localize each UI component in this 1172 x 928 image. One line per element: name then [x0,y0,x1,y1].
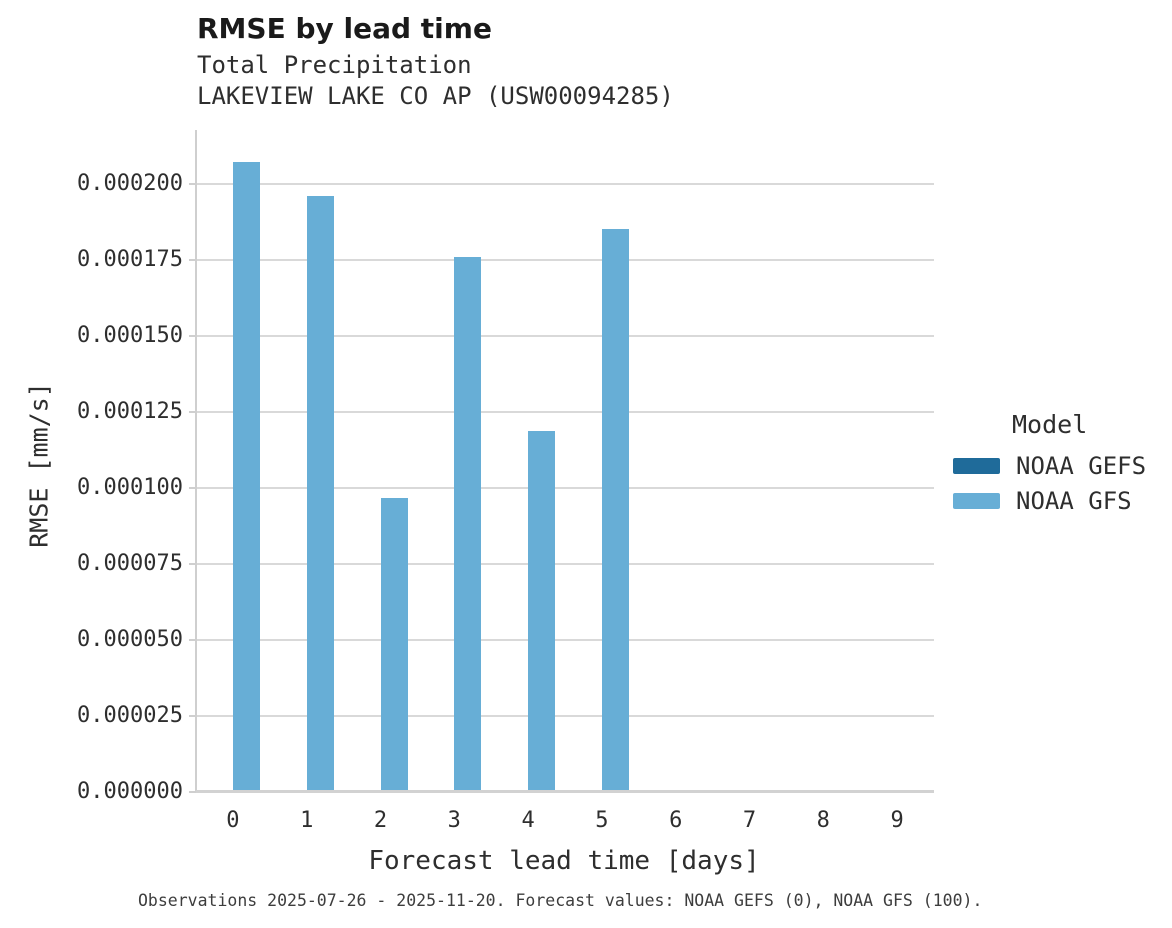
x-tick-label: 2 [373,808,388,833]
y-tick-mark [189,486,196,489]
x-tick-label: 9 [890,808,904,833]
y-tick-label: 0.000125 [77,398,183,424]
x-tick-label: 7 [742,808,757,833]
legend-items: NOAA GEFS NOAA GFS [953,448,1163,518]
legend-label: NOAA GFS [1016,486,1132,515]
y-tick-label: 0.000050 [77,626,183,652]
chart-subtitle: Total Precipitation LAKEVIEW LAKE CO AP … [197,51,674,110]
y-axis-spine [195,130,197,792]
bar-noaa-gfs-lead-4 [528,430,556,792]
gridline [196,410,934,413]
x-axis-spine [196,790,934,793]
plot-area [196,130,934,792]
bar-noaa-gfs-lead-3 [454,257,482,792]
bar-noaa-gfs-lead-2 [380,498,408,792]
y-tick-label: 0.000025 [77,702,183,728]
y-tick-mark [189,714,196,717]
legend-swatch [953,457,1000,474]
y-tick-mark [189,182,196,185]
x-tick-label: 1 [300,808,314,833]
gridline [196,638,934,641]
x-tick-label: 6 [669,808,683,833]
gridline [196,714,934,717]
y-tick-mark [189,334,196,337]
bar-noaa-gfs-lead-1 [306,195,334,792]
y-axis-label: RMSE [mm/s] [24,382,54,548]
legend: Model NOAA GEFS NOAA GFS [953,410,1163,518]
x-tick-label: 5 [595,808,609,833]
y-tick-label: 0.000000 [77,779,183,804]
x-tick-label: 0 [226,808,240,833]
y-tick-mark [189,562,196,565]
gridline [196,258,934,261]
y-tick-label: 0.000150 [77,322,183,348]
y-tick-mark [189,791,196,793]
x-tick-label: 8 [816,808,830,833]
footer-note: Observations 2025-07-26 - 2025-11-20. Fo… [138,891,983,910]
x-axis-label: Forecast lead time [days] [368,846,760,876]
gridline [196,562,934,565]
y-tick-mark [189,638,196,641]
y-tick-label: 0.000075 [77,550,183,576]
bar-noaa-gfs-lead-5 [601,229,629,792]
legend-item: NOAA GEFS [953,448,1163,483]
bar-noaa-gfs-lead-0 [232,162,260,792]
gridline [196,334,934,337]
legend-swatch [953,492,1000,509]
x-tick-label: 3 [447,808,461,833]
chart-title: RMSE by lead time [197,12,492,45]
legend-label: NOAA GEFS [1016,451,1147,480]
legend-item: NOAA GFS [953,483,1163,518]
y-tick-label: 0.000200 [77,170,183,196]
y-tick-mark [189,410,196,413]
x-tick-label: 4 [521,808,535,833]
gridline [196,182,934,185]
y-tick-label: 0.000175 [77,246,183,272]
gridline [196,486,934,489]
y-tick-mark [189,258,196,261]
y-tick-label: 0.000100 [77,474,183,500]
legend-title: Model [1012,410,1088,439]
